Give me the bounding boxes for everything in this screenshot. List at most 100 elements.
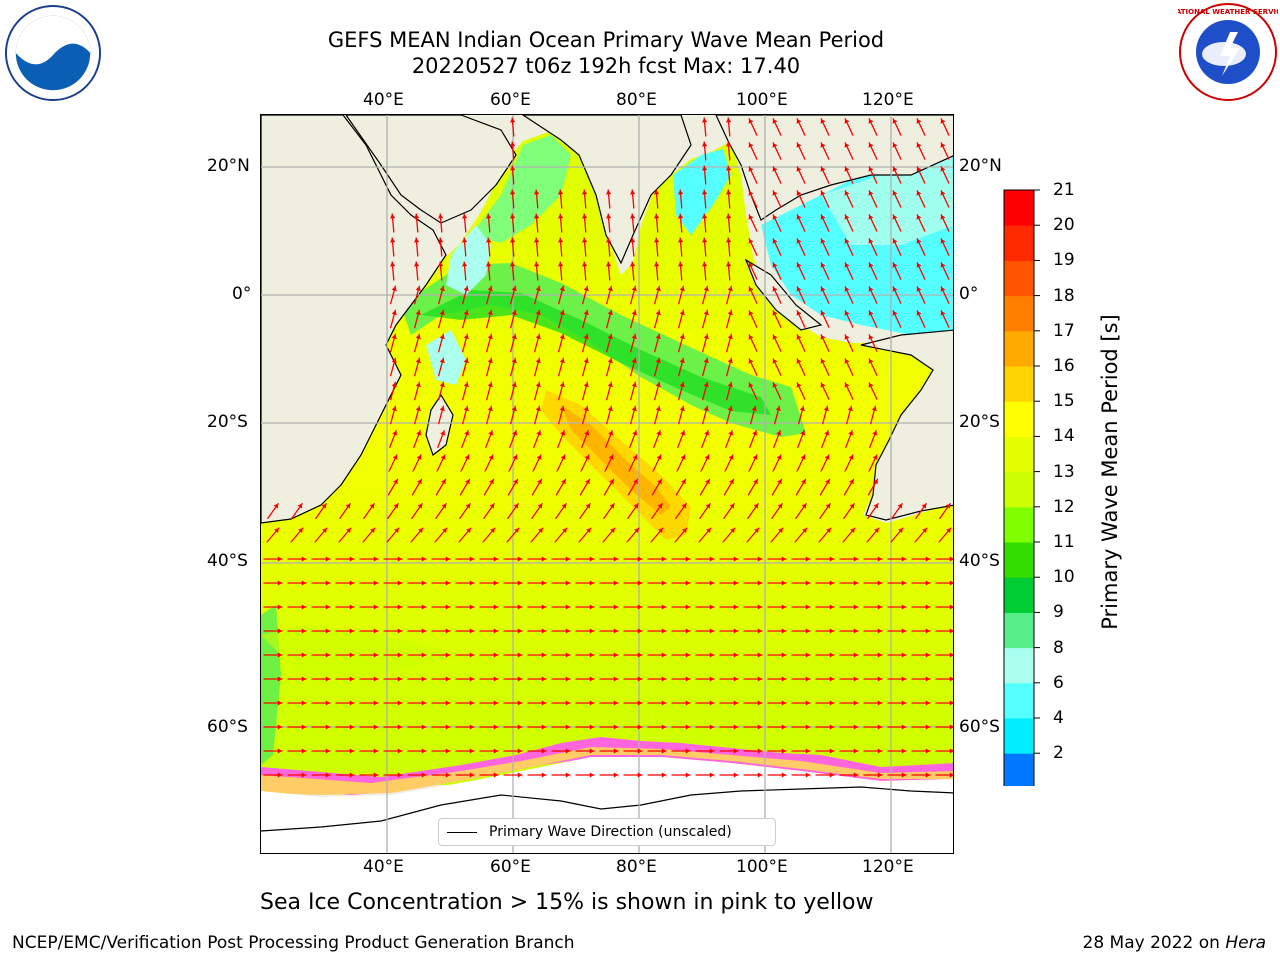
wave-arrow-head	[416, 430, 422, 436]
arabian-sea-cyan	[471, 135, 571, 243]
wave-arrow-head	[349, 580, 354, 586]
colorbar-segment	[1004, 260, 1034, 297]
wave-arrow-head	[703, 286, 709, 292]
wave-arrow-head	[613, 580, 618, 586]
wave-arrow-head	[565, 676, 570, 682]
wave-arrow-head	[373, 580, 378, 586]
wave-arrow-head	[727, 310, 733, 316]
wave-arrow-head	[413, 262, 420, 267]
colorbar-tick-label: 13	[1053, 461, 1075, 482]
wave-arrow-head	[829, 580, 834, 586]
wave-arrow-head	[772, 190, 778, 196]
wave-arrow-head	[391, 382, 397, 388]
wave-arrow-head	[469, 772, 474, 778]
wave-arrow-head	[584, 430, 590, 436]
wave-arrow-head	[873, 503, 879, 509]
wave-arrow-head	[901, 724, 906, 730]
wave-arrow-head	[273, 503, 279, 509]
wave-arrow-head	[781, 580, 786, 586]
wave-arrow-head	[892, 262, 898, 268]
wave-arrow-head	[661, 580, 666, 586]
wave-arrow-head	[581, 238, 588, 243]
wave-arrow-head	[801, 479, 806, 485]
wave-arrow-head	[925, 556, 930, 562]
wave-arrow-head	[517, 652, 522, 658]
wave-arrow-head	[751, 406, 757, 412]
wave-arrow-head	[541, 628, 546, 634]
wave-arrow-head	[607, 334, 613, 340]
wave-arrow-head	[535, 358, 541, 364]
wave-arrow-head	[389, 214, 396, 219]
wave-arrow-head	[512, 430, 518, 436]
wave-arrow-head	[397, 772, 402, 778]
wave-arrow-head	[298, 528, 303, 534]
wave-arrow-head	[677, 214, 684, 219]
lon-label-top-100e: 100°E	[736, 90, 788, 110]
wave-arrow-head	[772, 286, 778, 292]
wave-arrow-head	[868, 142, 874, 148]
wave-arrow-head	[772, 238, 778, 244]
wave-arrow-head	[509, 142, 516, 147]
wave-arrow-head	[583, 382, 589, 388]
wave-arrow-head	[490, 528, 495, 534]
wave-arrow-head	[512, 454, 518, 460]
wave-arrow-head	[877, 604, 882, 610]
colorbar-tick-label: 9	[1053, 602, 1064, 623]
wave-arrow-head	[561, 479, 566, 485]
wave-arrow-head	[397, 724, 402, 730]
wave-arrow-head	[393, 479, 398, 485]
wave-arrow-head	[796, 382, 802, 388]
wave-arrow-head	[445, 772, 450, 778]
wave-arrow-head	[656, 430, 662, 436]
colorbar-tick-label: 15	[1053, 391, 1075, 412]
somali-cyan	[446, 225, 491, 295]
wave-arrow-head	[421, 652, 426, 658]
wave-arrow-head	[949, 676, 953, 682]
colorbar-tick-label: 20	[1053, 215, 1075, 236]
wave-arrow-head	[853, 700, 858, 706]
wave-arrow-head	[727, 382, 733, 388]
wave-arrow-head	[685, 628, 690, 634]
wave-arrow-head	[729, 503, 735, 509]
wave-arrow-head	[772, 166, 778, 172]
wave-arrow-head	[469, 652, 474, 658]
wave-arrow-head	[392, 454, 398, 460]
wave-arrow-head	[949, 724, 953, 730]
colorbar-tick-label: 6	[1053, 672, 1064, 693]
wave-arrow-head	[493, 700, 498, 706]
wave-arrow-head	[748, 238, 754, 244]
wave-arrow-head	[397, 748, 402, 754]
wave-arrow-head	[373, 748, 378, 754]
wave-arrow-head	[949, 652, 953, 658]
wave-arrow-head	[513, 479, 518, 485]
wave-arrow-head	[703, 334, 709, 340]
wave-arrow-head	[921, 503, 927, 509]
wave-arrow-head	[441, 503, 447, 509]
wave-arrow-head	[487, 358, 493, 364]
colorbar-segment	[1004, 401, 1034, 437]
wave-arrow-head	[629, 214, 636, 219]
wave-arrow-head	[820, 166, 826, 172]
wave-arrow-head	[916, 142, 922, 148]
wave-arrow-head	[877, 628, 882, 634]
wave-arrow-head	[748, 310, 754, 316]
wave-arrow-head	[466, 528, 471, 534]
colorbar-tick-label: 2	[1053, 743, 1064, 764]
wave-direction-arrows	[263, 117, 953, 778]
wave-arrow-head	[607, 406, 613, 412]
wave-arrow-head	[892, 118, 898, 124]
wave-arrow-head	[701, 118, 708, 123]
wave-arrow-head	[439, 358, 445, 364]
wave-arrow-head	[589, 748, 594, 754]
wave-arrow-head	[346, 528, 351, 534]
wave-arrow-head	[517, 556, 522, 562]
wave-arrow-head	[655, 286, 661, 292]
africa-land	[261, 115, 447, 524]
wave-arrow-head	[469, 628, 474, 634]
wave-arrow-head	[633, 503, 639, 509]
wave-arrow-head	[370, 528, 375, 534]
wave-arrow-head	[940, 166, 946, 172]
wave-arrow-head	[705, 503, 711, 509]
wave-arrow-head	[421, 676, 426, 682]
wave-arrow-head	[415, 310, 421, 316]
